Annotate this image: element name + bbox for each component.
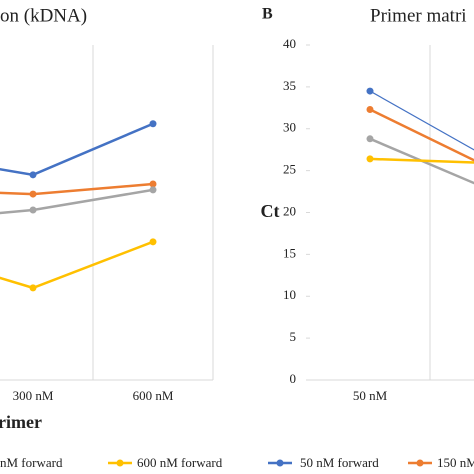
data-point xyxy=(366,135,374,143)
legend-marker xyxy=(116,459,124,467)
legend-label: 150 nM xyxy=(437,455,474,470)
x-tick-label: 50 nM xyxy=(353,388,388,403)
y-tick-label: 0 xyxy=(290,371,297,386)
chart-title: on (kDNA) xyxy=(0,5,87,26)
y-tick-label: 15 xyxy=(283,245,296,260)
y-tick-label: 20 xyxy=(283,203,296,218)
y-tick-label: 25 xyxy=(283,162,296,177)
data-point xyxy=(149,186,157,194)
legend-marker xyxy=(276,459,284,467)
y-tick-label: 30 xyxy=(283,120,296,135)
x-tick-label: 300 nM xyxy=(13,388,54,403)
y-tick-label: 10 xyxy=(283,287,296,302)
series-line xyxy=(0,122,154,177)
legend-label: 600 nM forward xyxy=(137,455,223,470)
chart-title: Primer matri xyxy=(370,5,467,26)
data-point xyxy=(149,180,157,188)
y-tick-label: 40 xyxy=(283,36,296,51)
x-tick-label: 600 nM xyxy=(133,388,174,403)
series-line xyxy=(369,137,474,185)
y-axis-title: Ct xyxy=(261,201,280,221)
legend-label: nM forward xyxy=(0,455,63,470)
series-line xyxy=(0,240,154,290)
data-point xyxy=(149,120,157,128)
data-point xyxy=(29,190,37,198)
y-tick-label: 35 xyxy=(283,78,296,93)
y-tick-label: 5 xyxy=(290,329,297,344)
data-point xyxy=(29,171,37,179)
data-point xyxy=(366,155,374,163)
series-line xyxy=(369,90,474,151)
data-point xyxy=(366,105,374,113)
series-line xyxy=(369,157,474,164)
legend-label: 50 nM forward xyxy=(300,455,379,470)
data-point xyxy=(366,87,374,95)
legend-marker xyxy=(416,459,424,467)
x-axis-title: rimer xyxy=(0,412,42,432)
panel-label: B xyxy=(262,6,273,23)
data-point xyxy=(29,284,37,292)
data-point xyxy=(29,206,37,214)
series-line xyxy=(369,108,474,162)
data-point xyxy=(149,238,157,246)
